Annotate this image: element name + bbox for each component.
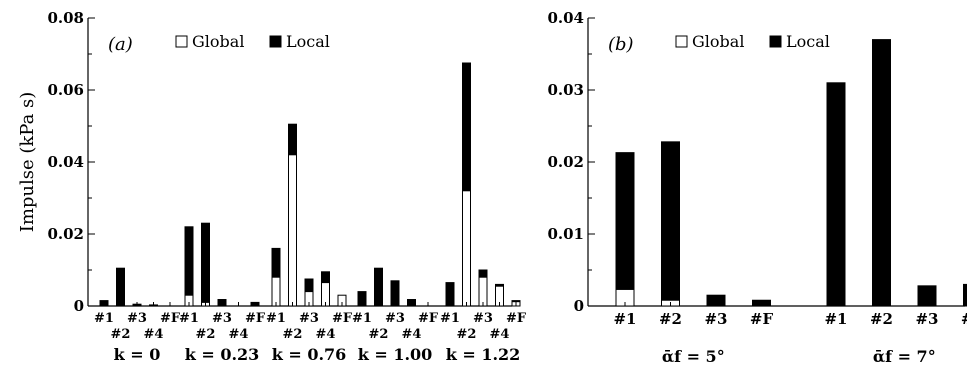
- x-category-label: #1: [613, 310, 636, 328]
- x-category-label: #2: [283, 327, 303, 342]
- bar-local-1-3: [963, 283, 967, 307]
- x-category-label: #3: [915, 310, 938, 328]
- group-label: k = 0.76: [272, 345, 347, 364]
- x-category-label: #2: [196, 327, 216, 342]
- bar-global-4-2: [478, 276, 488, 307]
- bar-local-2-2: [304, 278, 314, 293]
- bar-local-1-1: [872, 39, 891, 307]
- x-category-label: #1: [94, 311, 114, 326]
- legend-label-local: Local: [286, 32, 330, 51]
- x-category-label: #3: [212, 311, 232, 326]
- bar-global-4-1: [462, 190, 471, 307]
- group-label: k = 0: [114, 345, 161, 364]
- y-tick-label: 0.08: [47, 9, 84, 27]
- bar-local-4-2: [478, 269, 488, 278]
- legend-swatch-global: [175, 35, 188, 48]
- x-category-label: #3: [299, 311, 319, 326]
- y-tick-label: 0: [74, 297, 84, 315]
- group-label: k = 1.00: [358, 345, 433, 364]
- legend-swatch-local: [269, 35, 282, 48]
- group-label: k = 0.23: [185, 345, 260, 364]
- group-label: ᾱf = 7°: [873, 347, 936, 366]
- x-category-label: #3: [385, 311, 405, 326]
- group-label: ᾱf = 5°: [662, 347, 725, 366]
- bar-local-1-0: [184, 226, 194, 296]
- bar-local-1-1: [201, 222, 210, 303]
- panel-label: (a): [108, 34, 133, 55]
- x-category-label: #F: [160, 311, 181, 326]
- x-category-label: #2: [111, 327, 131, 342]
- x-category-label: #3: [473, 311, 493, 326]
- bar-local-2-3: [321, 271, 330, 284]
- x-category-label: #F: [245, 311, 266, 326]
- x-category-label: #4: [316, 327, 336, 342]
- panel-label: (b): [608, 34, 634, 55]
- x-category-label: #F: [332, 311, 353, 326]
- x-category-label: #F: [506, 311, 527, 326]
- group-label: k = 1.22: [446, 345, 521, 364]
- x-category-label: #2: [870, 310, 893, 328]
- x-category-label: #F: [418, 311, 439, 326]
- x-category-label: #4: [402, 327, 422, 342]
- bar-local-1-0: [826, 82, 846, 307]
- bar-local-4-1: [462, 62, 471, 192]
- bar-local-0-1: [661, 141, 680, 301]
- y-tick-label: 0.02: [547, 153, 584, 171]
- x-category-label: #3: [704, 310, 727, 328]
- bar-local-2-1: [288, 123, 297, 156]
- x-category-label: #1: [440, 311, 460, 326]
- x-category-label: #4: [229, 327, 249, 342]
- bar-local-0-0: [615, 152, 635, 290]
- y-axis-label: Impulse (kPa s): [17, 92, 38, 233]
- y-tick-label: 0.06: [47, 81, 84, 99]
- y-tick-label: 0.04: [547, 9, 584, 27]
- x-category-label: #F: [961, 310, 967, 328]
- y-tick-label: 0.04: [47, 153, 84, 171]
- y-tick-label: 0.02: [47, 225, 84, 243]
- bar-local-3-1: [374, 267, 383, 307]
- x-category-label: #1: [824, 310, 847, 328]
- x-category-label: #1: [352, 311, 372, 326]
- x-category-label: #2: [457, 327, 477, 342]
- y-tick-label: 0.03: [547, 81, 584, 99]
- x-category-label: #1: [179, 311, 199, 326]
- bar-local-0-1: [116, 267, 125, 307]
- bar-global-2-0: [271, 276, 281, 307]
- legend-label-global: Global: [192, 32, 244, 51]
- x-category-label: #4: [144, 327, 164, 342]
- panel-a-chart: 0 0.02 0.04 0.06 0.08 Impulse (kPa s) (a) Globa…: [17, 9, 527, 364]
- y-tick-label: 0: [574, 297, 584, 315]
- bar-global-2-1: [288, 154, 297, 307]
- bar-local-2-0: [271, 247, 281, 278]
- x-category-label: #2: [659, 310, 682, 328]
- legend-swatch-local: [769, 35, 782, 48]
- legend-label-local: Local: [786, 32, 830, 51]
- panel-b-chart: 0 0.01 0.02 0.03 0.04 (b) Global Local #1 #2 #3 #F ᾱ…: [547, 9, 967, 366]
- x-category-label: #1: [266, 311, 286, 326]
- x-category-label: #2: [369, 327, 389, 342]
- x-category-label: #4: [490, 327, 510, 342]
- legend-swatch-global: [675, 35, 688, 48]
- legend-label-global: Global: [692, 32, 744, 51]
- x-category-label: #3: [127, 311, 147, 326]
- y-tick-label: 0.01: [547, 225, 584, 243]
- x-category-label: #F: [750, 310, 774, 328]
